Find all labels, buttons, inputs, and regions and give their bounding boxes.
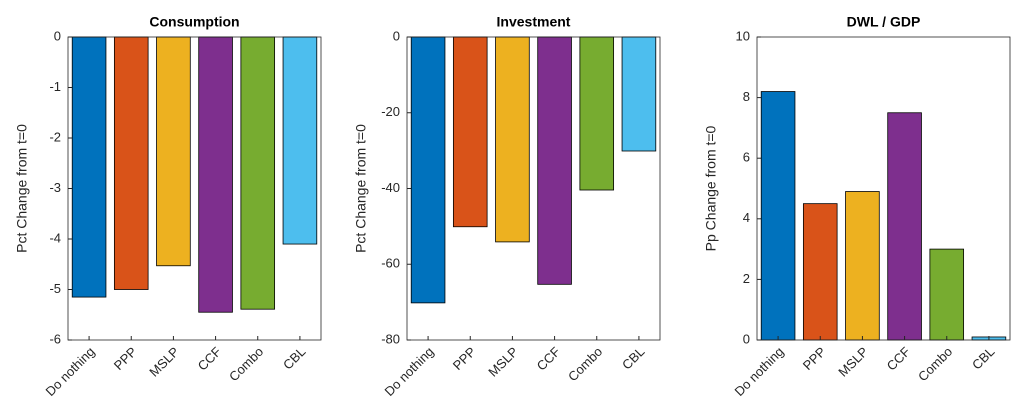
x-tick-label: Combo (565, 344, 605, 384)
y-tick-label: 0 (54, 28, 61, 43)
x-tick-label: CBL (280, 344, 308, 372)
y-tick-label: -1 (49, 79, 61, 94)
bar (579, 36, 615, 191)
bar (537, 36, 572, 285)
y-tick-label: -4 (49, 230, 61, 245)
y-tick-label: -80 (381, 331, 400, 346)
y-tick-label: 0 (743, 331, 750, 346)
bar (621, 36, 657, 152)
x-tick-label: CBL (619, 344, 647, 372)
axes-box (406, 36, 661, 341)
y-axis-label: Pct Change from t=0 (14, 124, 30, 253)
y-tick-label: 2 (743, 271, 750, 286)
x-tick-label: Do nothing (732, 344, 787, 399)
y-tick-label: 0 (393, 28, 400, 43)
bar (156, 36, 191, 267)
y-tick-label: -40 (381, 180, 400, 195)
x-tick-label: Do nothing (382, 344, 437, 399)
axes-box (67, 36, 322, 341)
x-tick-label: CBL (969, 344, 997, 372)
y-tick-label: -6 (49, 331, 61, 346)
bar (495, 36, 530, 243)
y-tick-label: 10 (736, 28, 750, 43)
x-tick-label: PPP (800, 344, 829, 373)
chart-title: Consumption (149, 14, 239, 30)
x-tick-label: CCF (884, 344, 914, 374)
y-tick-label: 8 (743, 89, 750, 104)
axes-box (756, 36, 1011, 341)
x-tick-label: MSLP (835, 344, 871, 380)
x-tick-label: CCF (534, 344, 564, 374)
bar (452, 36, 488, 228)
bar (198, 36, 233, 313)
y-tick-label: -20 (381, 104, 400, 119)
x-tick-label: Combo (226, 344, 266, 384)
bar (760, 91, 796, 341)
x-tick-label: CCF (195, 344, 225, 374)
y-tick-label: -2 (49, 129, 61, 144)
y-tick-label: 6 (743, 150, 750, 165)
bar (802, 203, 838, 341)
chart-title: Investment (497, 14, 571, 30)
chart-title: DWL / GDP (847, 14, 921, 30)
x-tick-label: Combo (915, 344, 955, 384)
y-axis-label: Pp Change from t=0 (703, 125, 719, 251)
y-tick-label: -60 (381, 256, 400, 271)
y-tick-label: -5 (49, 281, 61, 296)
bar (240, 36, 276, 310)
bar (887, 112, 922, 341)
bar (410, 36, 446, 304)
bar (929, 248, 965, 341)
y-axis-label: Pct Change from t=0 (353, 124, 369, 253)
x-tick-label: PPP (111, 344, 140, 373)
x-tick-label: MSLP (485, 344, 521, 380)
x-tick-label: MSLP (146, 344, 182, 380)
y-tick-label: 4 (743, 210, 750, 225)
bar (113, 36, 149, 290)
y-tick-label: -3 (49, 180, 61, 195)
bar (282, 36, 318, 245)
bar (845, 191, 880, 341)
bar (71, 36, 107, 298)
x-tick-label: Do nothing (43, 344, 98, 399)
x-tick-label: PPP (450, 344, 479, 373)
